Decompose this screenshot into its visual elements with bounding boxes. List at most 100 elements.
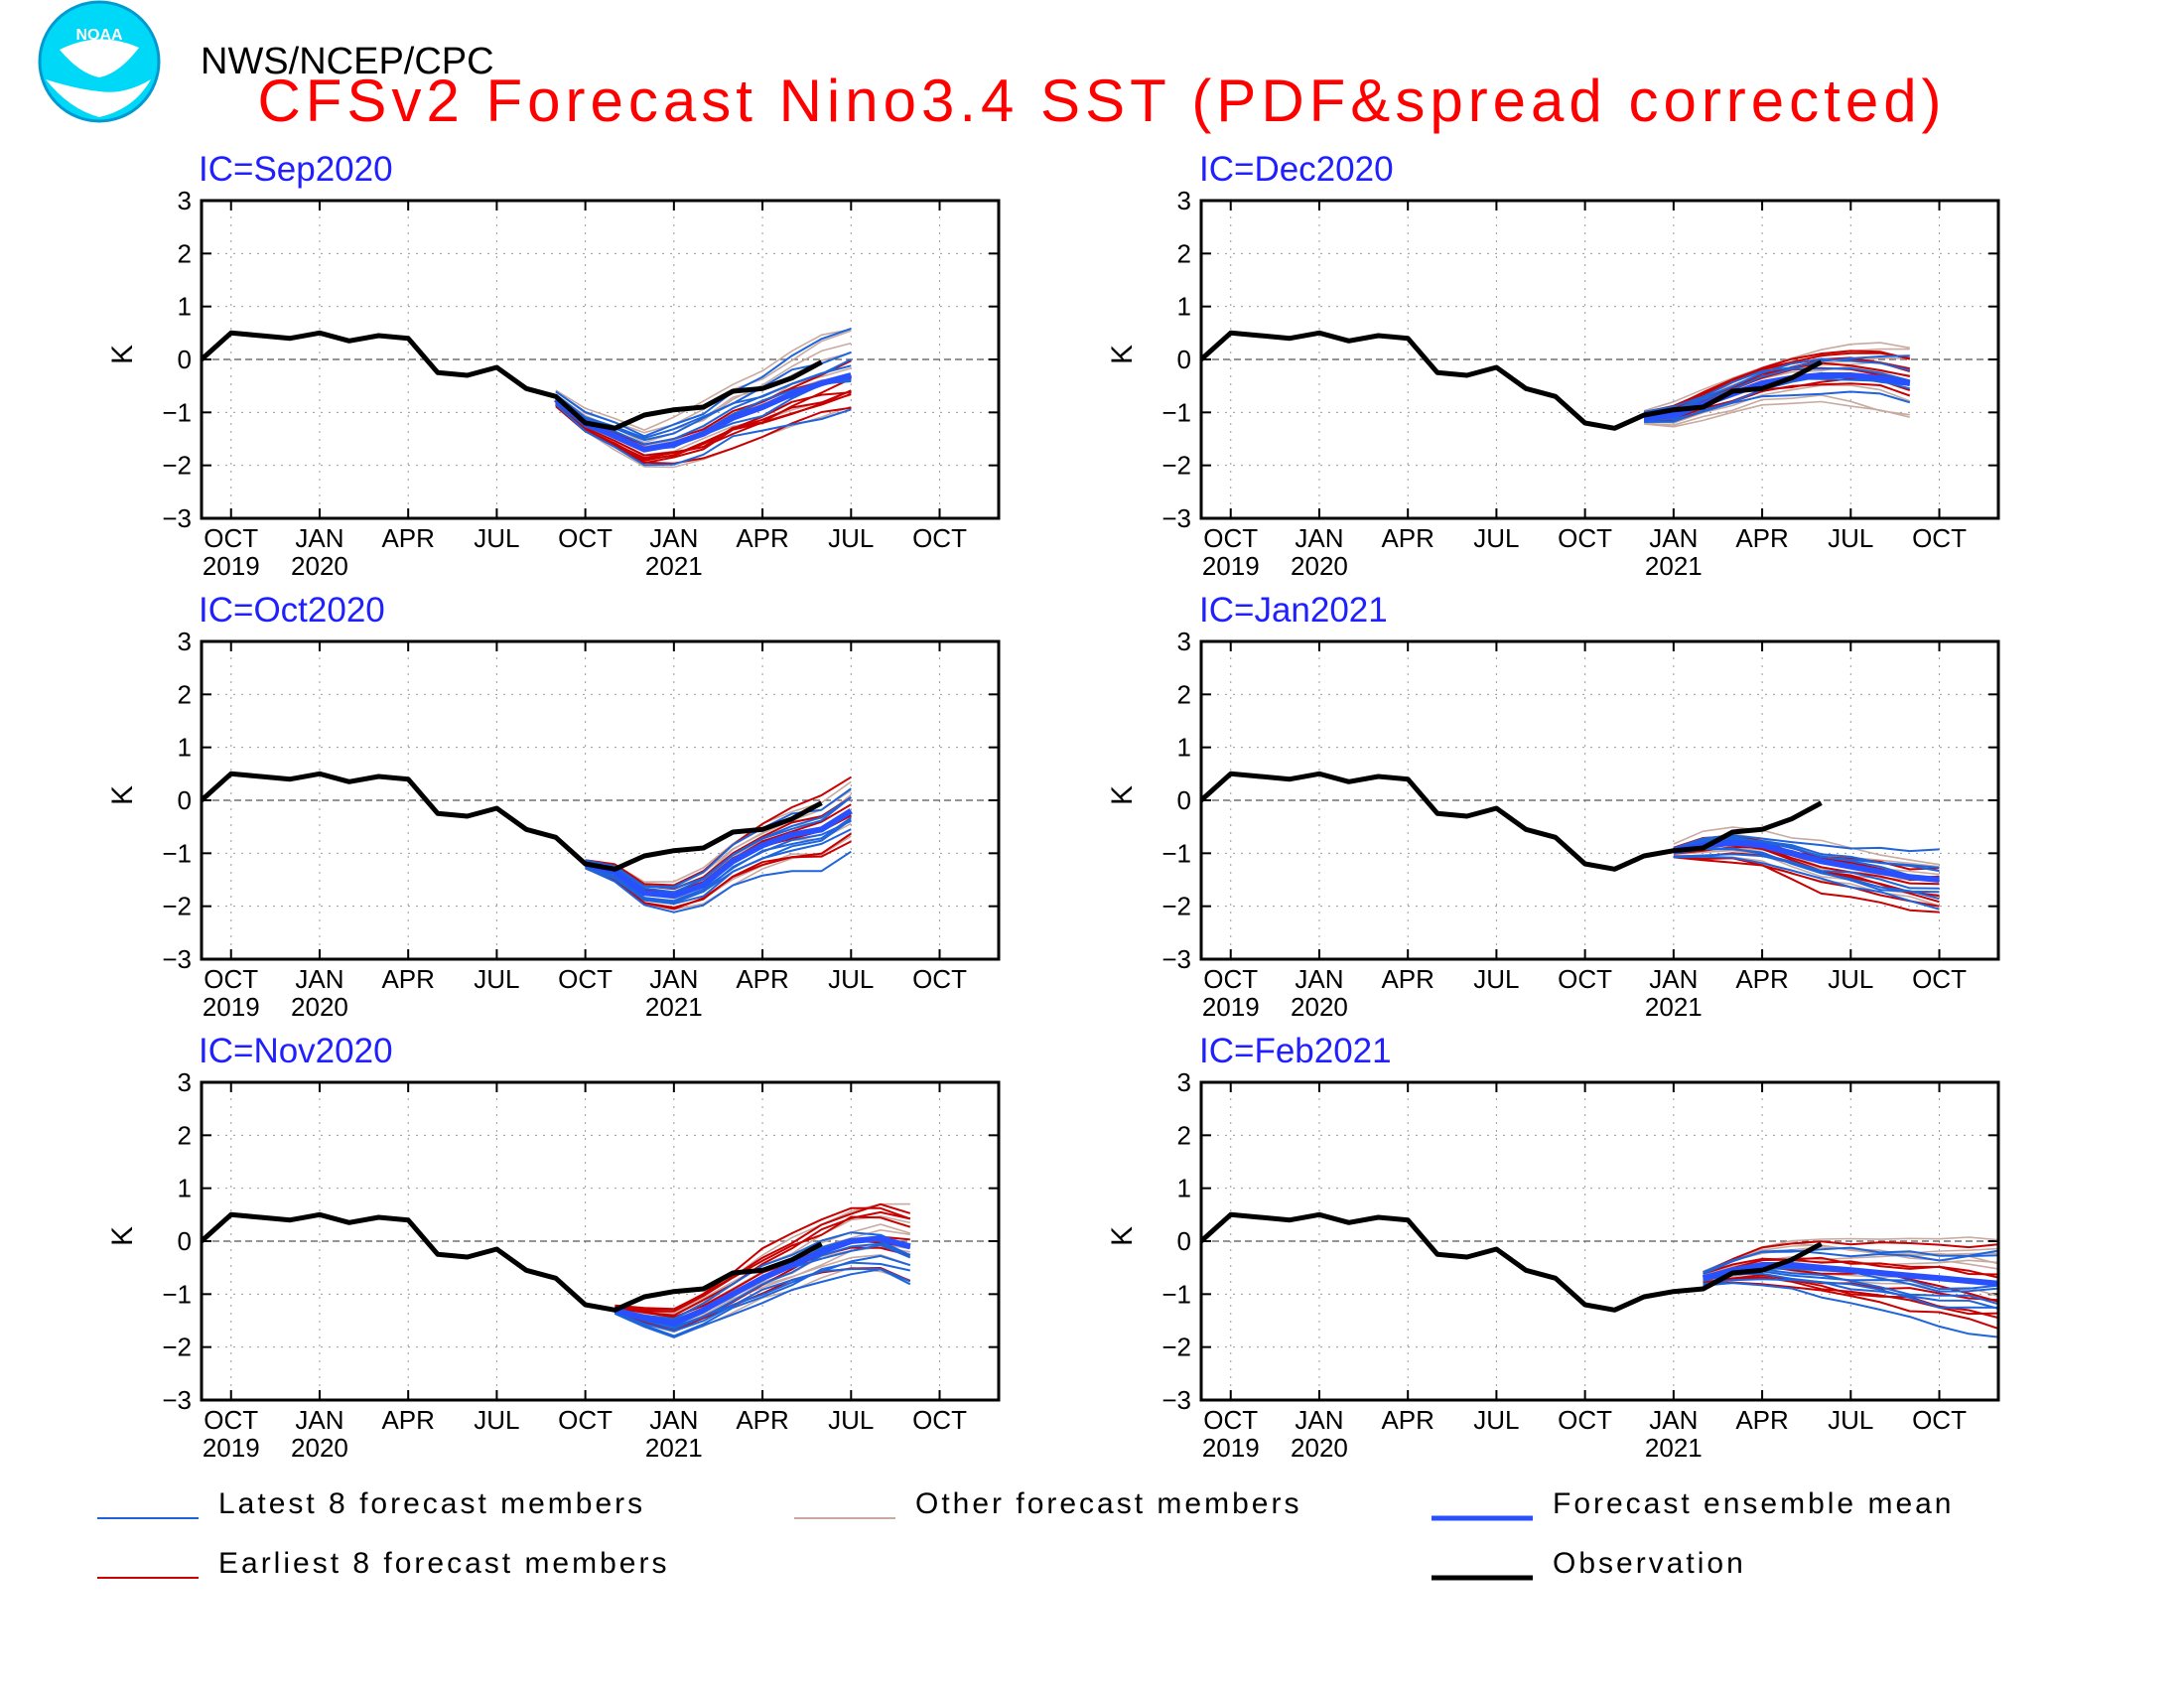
other-member-line [1673, 826, 1940, 866]
x-tick-label: JUL [1473, 523, 1519, 553]
y-tick-label: 1 [1177, 1174, 1191, 1203]
observation-line [1201, 771, 1823, 872]
y-tick-label: −1 [1161, 838, 1191, 868]
y-tick-label: 0 [1177, 785, 1191, 815]
x-tick-label: APR [1381, 964, 1433, 994]
x-tick-label: OCT [912, 523, 967, 553]
x-tick-label: OCT [558, 1405, 613, 1435]
x-tick-label: JAN [1649, 523, 1698, 553]
earliest-member-line [555, 377, 852, 457]
earliest-member-line [585, 840, 852, 911]
y-tick-label: 3 [1177, 186, 1191, 215]
latest-member-line [614, 1268, 911, 1338]
x-tick-year-label: 2020 [1291, 992, 1348, 1022]
y-tick-label: −3 [1161, 503, 1191, 533]
x-tick-label: JAN [1295, 1405, 1343, 1435]
x-tick-label: JUL [828, 1405, 874, 1435]
plot-frame [200, 639, 1001, 961]
x-tick-label: APR [381, 1405, 434, 1435]
x-tick-label: JAN [649, 523, 698, 553]
y-axis-label: K [1106, 785, 1139, 805]
y-tick-label: −2 [162, 1333, 192, 1362]
earliest-member-line [1643, 352, 1910, 413]
earliest-member-line [1703, 1257, 1998, 1279]
noaa-logo: NOAA [38, 0, 161, 123]
legend-label: Latest 8 forecast members [218, 1487, 645, 1520]
x-tick-label: JAN [1295, 964, 1343, 994]
x-tick-year-label: 2020 [1291, 551, 1348, 581]
x-tick-label: OCT [1558, 964, 1612, 994]
x-tick-label: OCT [558, 964, 613, 994]
data-layer [202, 771, 853, 914]
x-tick-label: JAN [649, 964, 698, 994]
x-tick-label: APR [736, 1405, 788, 1435]
y-tick-label: −1 [1161, 397, 1191, 427]
x-tick-label: OCT [204, 1405, 258, 1435]
latest-member-line [1673, 834, 1940, 853]
y-tick-label: −3 [162, 503, 192, 533]
y-tick-label: −2 [162, 892, 192, 921]
panel-title: IC=Dec2020 [1199, 150, 1394, 189]
x-tick-label: APR [381, 523, 434, 553]
x-tick-year-label: 2020 [291, 551, 348, 581]
latest-member-line [555, 328, 852, 438]
y-tick-label: 0 [1177, 345, 1191, 374]
y-tick-label: 2 [178, 1120, 192, 1150]
x-tick-label: APR [1381, 1405, 1433, 1435]
observation-line [1201, 330, 1823, 431]
x-tick-label: APR [381, 964, 434, 994]
x-tick-year-label: 2021 [645, 992, 703, 1022]
y-tick-label: 0 [178, 785, 192, 815]
other-member-line [555, 328, 852, 431]
earliest-member-line [555, 389, 852, 465]
y-tick-label: 2 [178, 238, 192, 268]
y-axis-label: K [106, 785, 139, 805]
latest-member-line [585, 816, 852, 903]
latest-member-line [1643, 357, 1911, 415]
y-axis-label: K [1106, 1226, 1139, 1246]
observation-line [202, 330, 823, 431]
x-tick-year-label: 2021 [1645, 551, 1703, 581]
legend-label: Observation [1553, 1547, 1746, 1580]
y-tick-label: 0 [178, 1226, 192, 1256]
latest-member-line [614, 1261, 911, 1337]
x-tick-year-label: 2019 [1202, 551, 1260, 581]
x-tick-label: OCT [558, 523, 613, 553]
y-tick-label: 2 [178, 679, 192, 709]
logo-wing-icon [60, 39, 139, 77]
x-tick-year-label: 2019 [203, 551, 260, 581]
x-tick-label: OCT [1912, 523, 1967, 553]
x-tick-label: JAN [1649, 1405, 1698, 1435]
x-tick-label: JAN [295, 964, 343, 994]
other-member-line [1644, 400, 1910, 428]
y-tick-label: 1 [1177, 733, 1191, 763]
x-tick-label: JUL [828, 964, 874, 994]
y-tick-label: −2 [1161, 451, 1191, 481]
earliest-member-line [614, 1215, 911, 1313]
x-tick-label: JUL [474, 523, 519, 553]
y-tick-label: 3 [178, 186, 192, 215]
ensemble-mean-line [584, 808, 853, 899]
x-tick-label: APR [1381, 523, 1433, 553]
x-tick-year-label: 2020 [1291, 1433, 1348, 1463]
logo-bird-icon [46, 79, 151, 117]
x-tick-label: JUL [1473, 964, 1519, 994]
x-tick-label: JUL [828, 523, 874, 553]
earliest-member-line [1703, 1240, 1998, 1274]
x-tick-year-label: 2019 [203, 1433, 260, 1463]
plot-frame [1199, 639, 2000, 961]
x-tick-year-label: 2019 [1202, 992, 1260, 1022]
x-tick-year-label: 2021 [645, 1433, 703, 1463]
latest-member-line [1673, 847, 1940, 890]
other-member-line [1644, 394, 1910, 427]
y-tick-label: −3 [1161, 944, 1191, 974]
earliest-member-line [1673, 855, 1940, 914]
y-tick-label: 1 [178, 292, 192, 322]
legend-label: Other forecast members [915, 1487, 1301, 1520]
x-tick-label: JAN [295, 1405, 343, 1435]
panel-title: IC=Sep2020 [199, 150, 393, 189]
